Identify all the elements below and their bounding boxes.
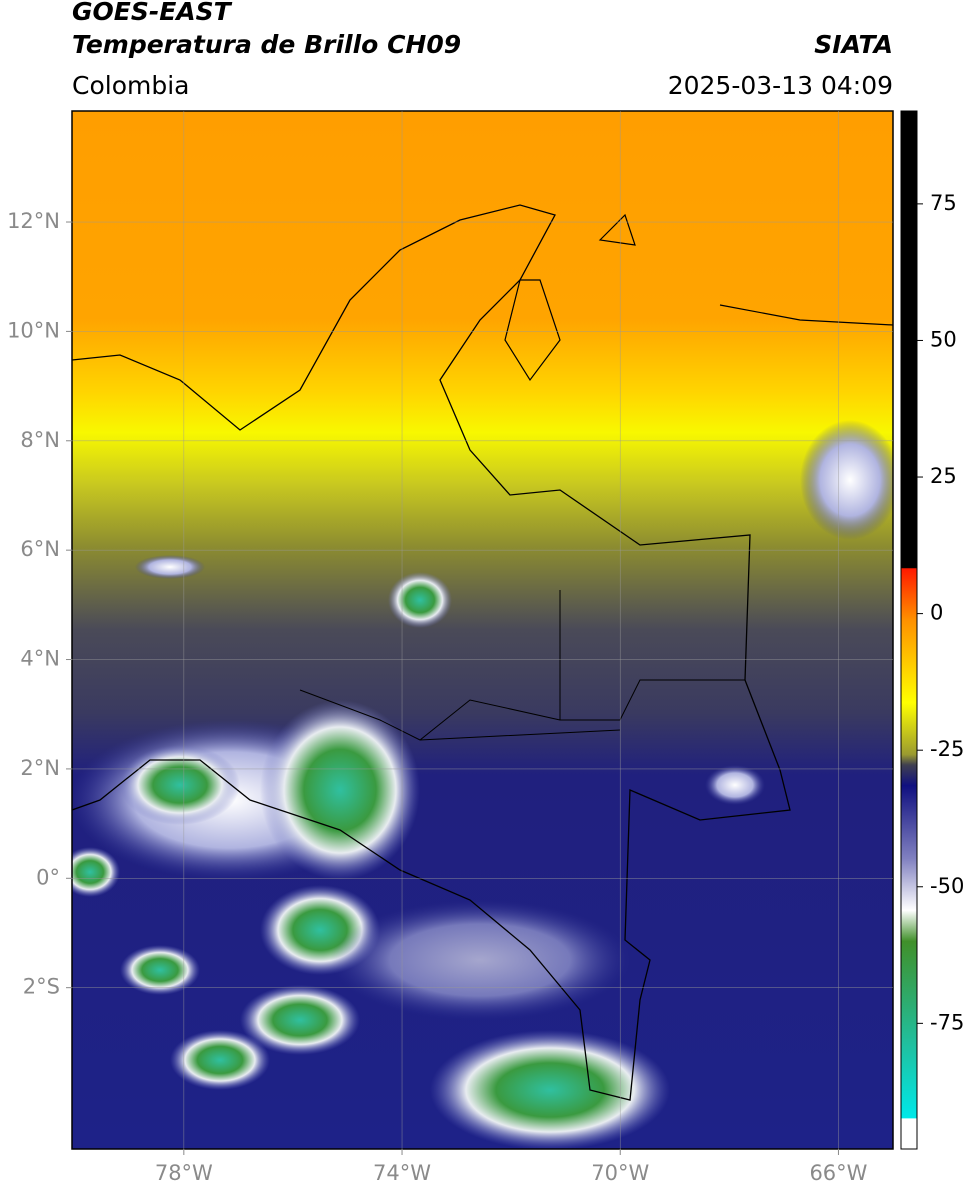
region: Colombia: [72, 71, 189, 100]
title: GOES-EAST: [72, 0, 233, 26]
y-tick-label: 8°N: [20, 428, 60, 452]
y-tick-label: 2°S: [23, 975, 60, 999]
x-tick-label: 66°W: [809, 1161, 867, 1185]
colorbar-label: 75: [930, 191, 957, 215]
colorbar-label: 50: [930, 327, 957, 351]
source: SIATA: [814, 30, 893, 59]
subtitle: Temperatura de Brillo CH09: [72, 30, 461, 59]
colorbar-label: 25: [930, 464, 957, 488]
colorbar-label: -75: [930, 1010, 964, 1034]
y-tick-label: 0°: [36, 865, 60, 889]
x-tick-label: 78°W: [155, 1161, 213, 1185]
y-tick-label: 10°N: [7, 318, 60, 342]
colorbar-label: -50: [930, 874, 964, 898]
x-tick-label: 74°W: [373, 1161, 431, 1185]
colorbar-label: 0: [930, 601, 943, 625]
y-tick-label: 2°N: [20, 756, 60, 780]
colorbar: [900, 110, 918, 1150]
colorbar-label: -25: [930, 737, 964, 761]
y-tick-label: 6°N: [20, 537, 60, 561]
y-tick-label: 12°N: [7, 209, 60, 233]
map-frame: [71, 110, 894, 1150]
datetime: 2025-03-13 04:09: [668, 71, 893, 100]
y-tick-label: 4°N: [20, 647, 60, 671]
x-tick-label: 70°W: [591, 1161, 649, 1185]
satellite-image: [72, 111, 893, 1149]
